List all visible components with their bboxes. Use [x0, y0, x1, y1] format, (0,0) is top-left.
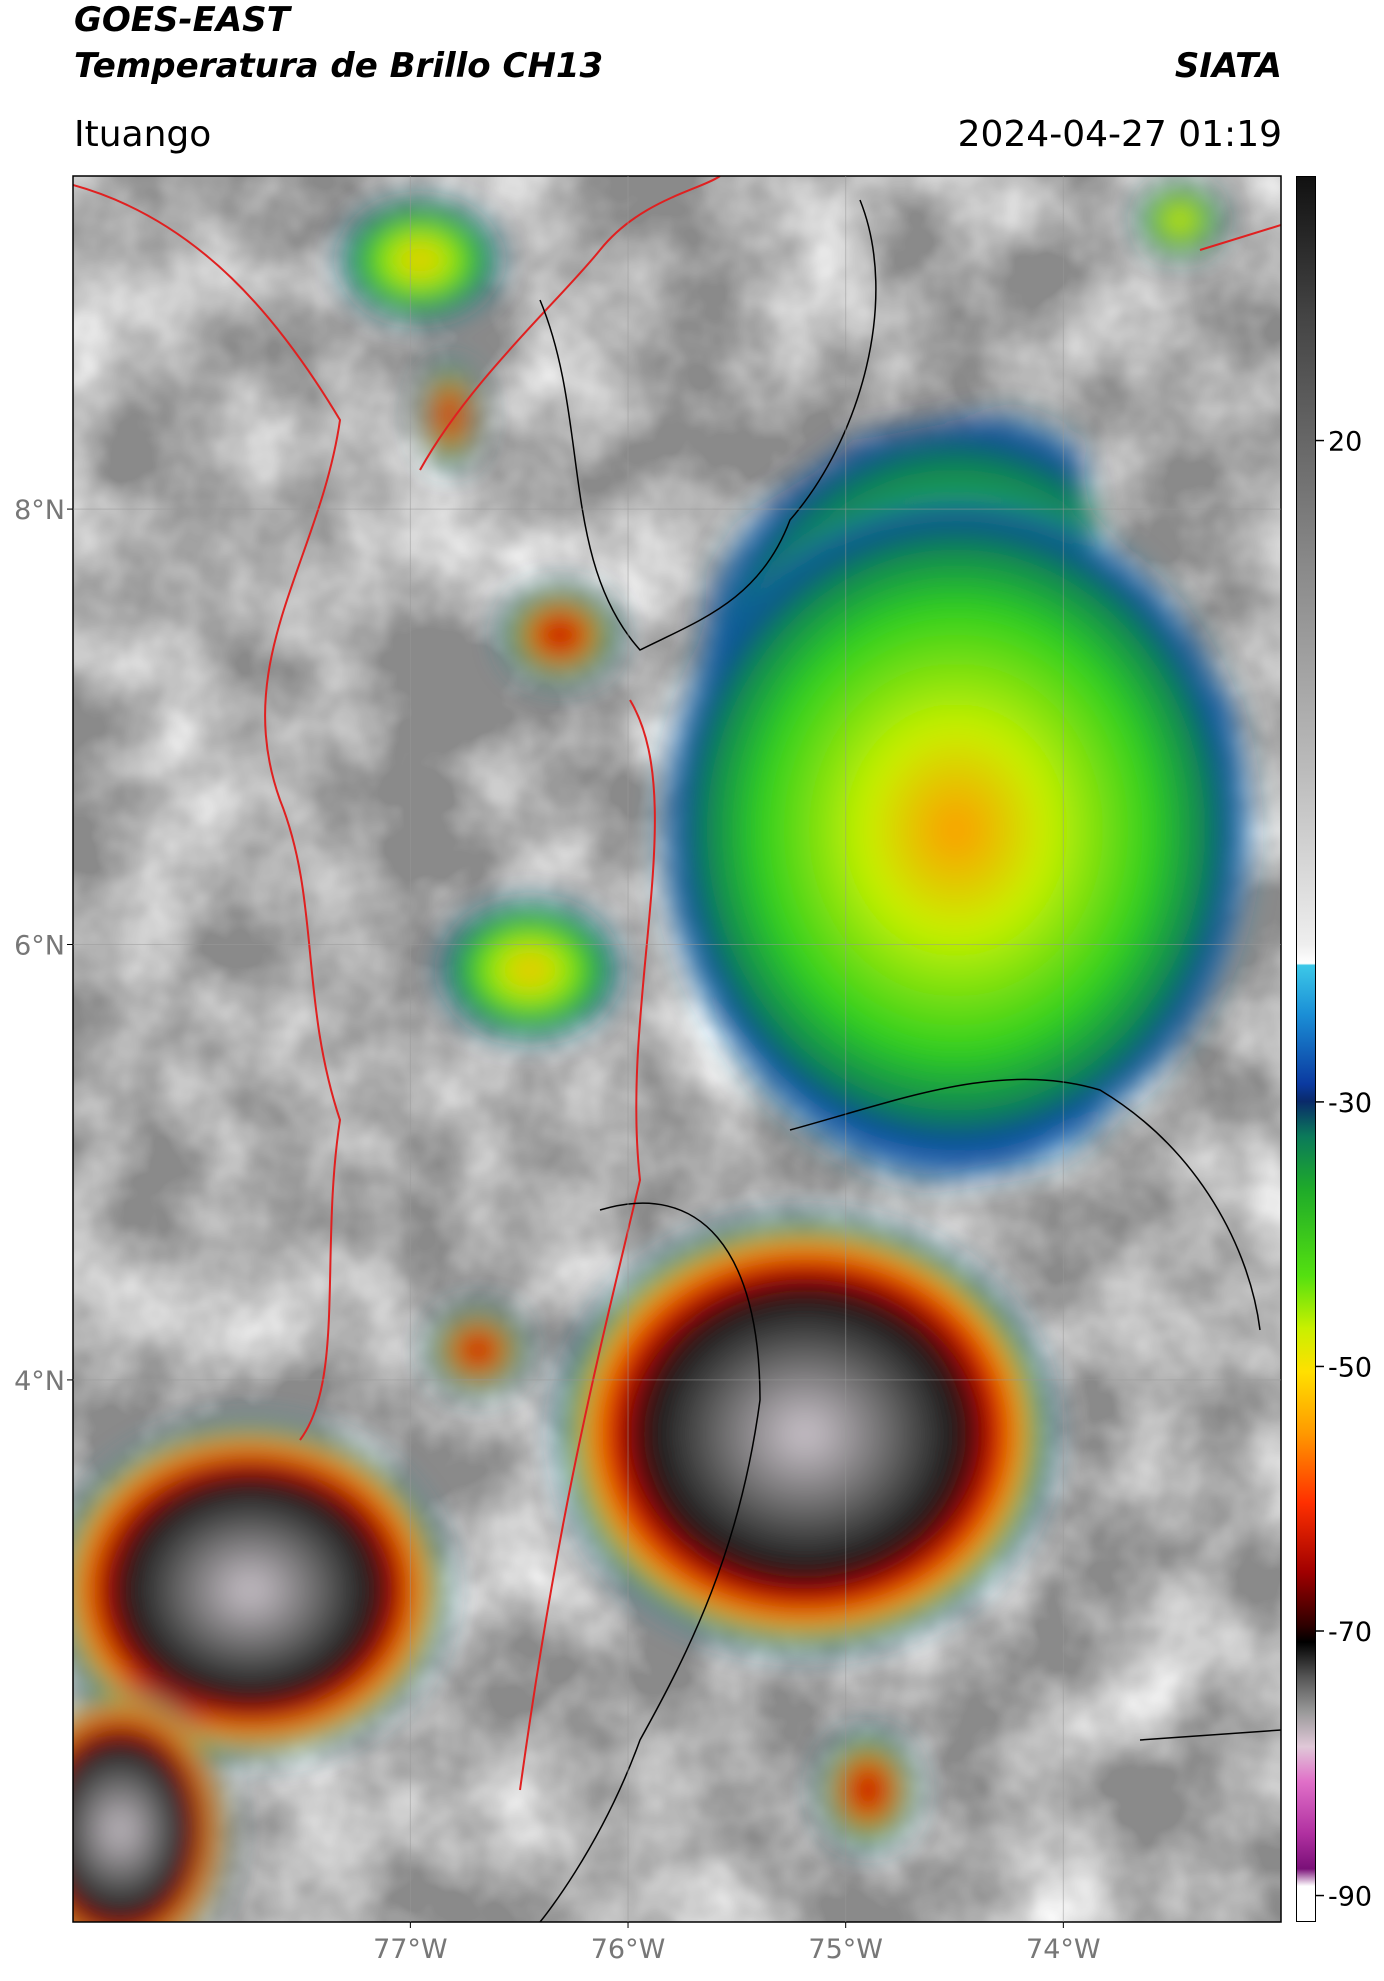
title: GOES-EAST — [74, 0, 290, 40]
colorbar-tick-label: 20 — [1328, 427, 1362, 458]
x-tick-label: 76°W — [591, 1934, 666, 1965]
y-tick-label: 8°N — [14, 495, 65, 526]
colorbar-tick-label: -70 — [1328, 1617, 1372, 1648]
location: Ituango — [74, 114, 212, 155]
x-tick-label: 77°W — [373, 1934, 448, 1965]
imagery — [73, 176, 1281, 1922]
x-tick-label: 75°W — [808, 1934, 883, 1965]
datetime: 2024-04-27 01:19 — [957, 114, 1282, 155]
colorbar-tick-label: -50 — [1328, 1352, 1372, 1383]
y-tick-label: 6°N — [14, 931, 65, 962]
source: SIATA — [1174, 46, 1282, 86]
colorbar-tick-label: -90 — [1328, 1882, 1372, 1913]
colorbar — [1296, 176, 1316, 1922]
x-tick-label: 74°W — [1026, 1934, 1101, 1965]
y-tick-label: 4°N — [14, 1366, 65, 1397]
map-frame — [72, 175, 1282, 1923]
colorbar-tick-label: -30 — [1328, 1088, 1372, 1119]
subtitle: Temperatura de Brillo CH13 — [74, 46, 604, 86]
